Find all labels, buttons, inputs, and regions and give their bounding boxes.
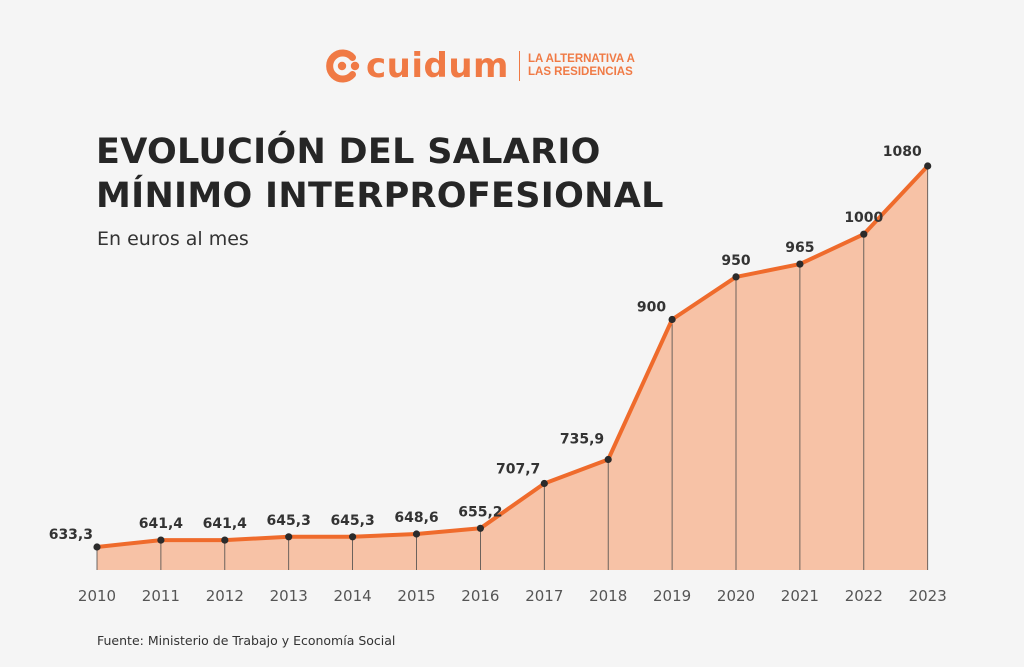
points-layer xyxy=(93,162,932,551)
x-tick-label-2010: 2010 xyxy=(78,587,116,605)
x-tick-label-2013: 2013 xyxy=(270,587,308,605)
data-point-2021 xyxy=(796,260,804,268)
data-label-2015: 648,6 xyxy=(394,510,438,526)
data-label-2023: 1080 xyxy=(883,144,922,160)
x-tick-label-2018: 2018 xyxy=(589,587,627,605)
data-label-2019: 900 xyxy=(637,300,666,316)
data-label-2011: 641,4 xyxy=(139,516,184,532)
data-point-2010 xyxy=(93,543,101,551)
logo-tagline: LA ALTERNATIVA A LAS RESIDENCIAS xyxy=(528,53,635,79)
x-tick-label-2016: 2016 xyxy=(461,587,499,605)
x-tick-labels-layer: 2010 2011 2012 2013 2014 2015 2016 2017 2018 2019… xyxy=(78,587,947,605)
logo-tagline-line1: LA ALTERNATIVA A xyxy=(527,53,635,65)
x-tick-label-2022: 2022 xyxy=(845,587,883,605)
data-point-2017 xyxy=(540,479,548,488)
x-tick-label-2012: 2012 xyxy=(206,587,244,605)
area-fill xyxy=(97,166,928,570)
logo-separator xyxy=(518,51,520,81)
logo-wordmark: cuidum xyxy=(366,46,509,86)
drop-lines-layer xyxy=(96,166,929,570)
data-point-2020 xyxy=(732,273,740,281)
data-label-2014: 645,3 xyxy=(330,513,374,529)
x-tick-label-2011: 2011 xyxy=(142,587,180,605)
chart-title-line1: EVOLUCIÓN DEL SALARIO xyxy=(96,132,601,172)
x-tick-label-2017: 2017 xyxy=(525,587,563,605)
data-label-2012: 641,4 xyxy=(203,516,248,532)
data-label-2020: 950 xyxy=(721,253,750,269)
data-point-2019 xyxy=(668,315,676,324)
data-point-2018 xyxy=(604,455,612,464)
data-label-2016: 655,2 xyxy=(458,504,502,520)
brand-logo: cuidum LA ALTERNATIVA A LAS RESIDENCIAS xyxy=(322,44,635,88)
data-point-2012 xyxy=(221,536,229,544)
cuidum-logo-icon xyxy=(326,49,360,83)
x-tick-label-2019: 2019 xyxy=(653,587,691,605)
line-layer xyxy=(96,164,930,549)
data-point-2011 xyxy=(157,536,165,544)
data-point-2016 xyxy=(476,524,484,532)
x-tick-label-2021: 2021 xyxy=(781,587,819,605)
x-tick-label-2023: 2023 xyxy=(909,587,947,605)
chart-subtitle: En euros al mes xyxy=(97,228,249,250)
series-line xyxy=(96,164,930,549)
data-point-2022 xyxy=(860,230,868,238)
chart-title: EVOLUCIÓN DEL SALARIO MÍNIMO INTERPROFES… xyxy=(96,130,664,218)
x-tick-label-2020: 2020 xyxy=(717,587,755,605)
source-note: Fuente: Ministerio de Trabajo y Economía… xyxy=(97,633,396,648)
data-label-2010: 633,3 xyxy=(49,527,93,543)
x-tick-label-2014: 2014 xyxy=(334,587,372,605)
logo-tagline-line2: LAS RESIDENCIAS xyxy=(527,66,633,78)
chart-title-line2: MÍNIMO INTERPROFESIONAL xyxy=(96,176,664,216)
data-point-2015 xyxy=(412,530,421,538)
data-point-2023 xyxy=(924,162,932,170)
data-label-2017: 707,7 xyxy=(496,462,540,478)
data-point-2014 xyxy=(349,533,357,541)
data-label-2022: 1000 xyxy=(844,210,883,226)
x-tick-label-2015: 2015 xyxy=(397,587,435,605)
data-label-2021: 965 xyxy=(785,240,814,256)
data-label-2018: 735,9 xyxy=(560,432,604,448)
data-point-2013 xyxy=(285,533,293,541)
data-label-2013: 645,3 xyxy=(267,513,311,529)
data-labels-layer: 633,3 641,4 641,4 645,3 645,3 648,6 655,2 707,7… xyxy=(49,144,922,543)
area-layer xyxy=(97,166,928,570)
